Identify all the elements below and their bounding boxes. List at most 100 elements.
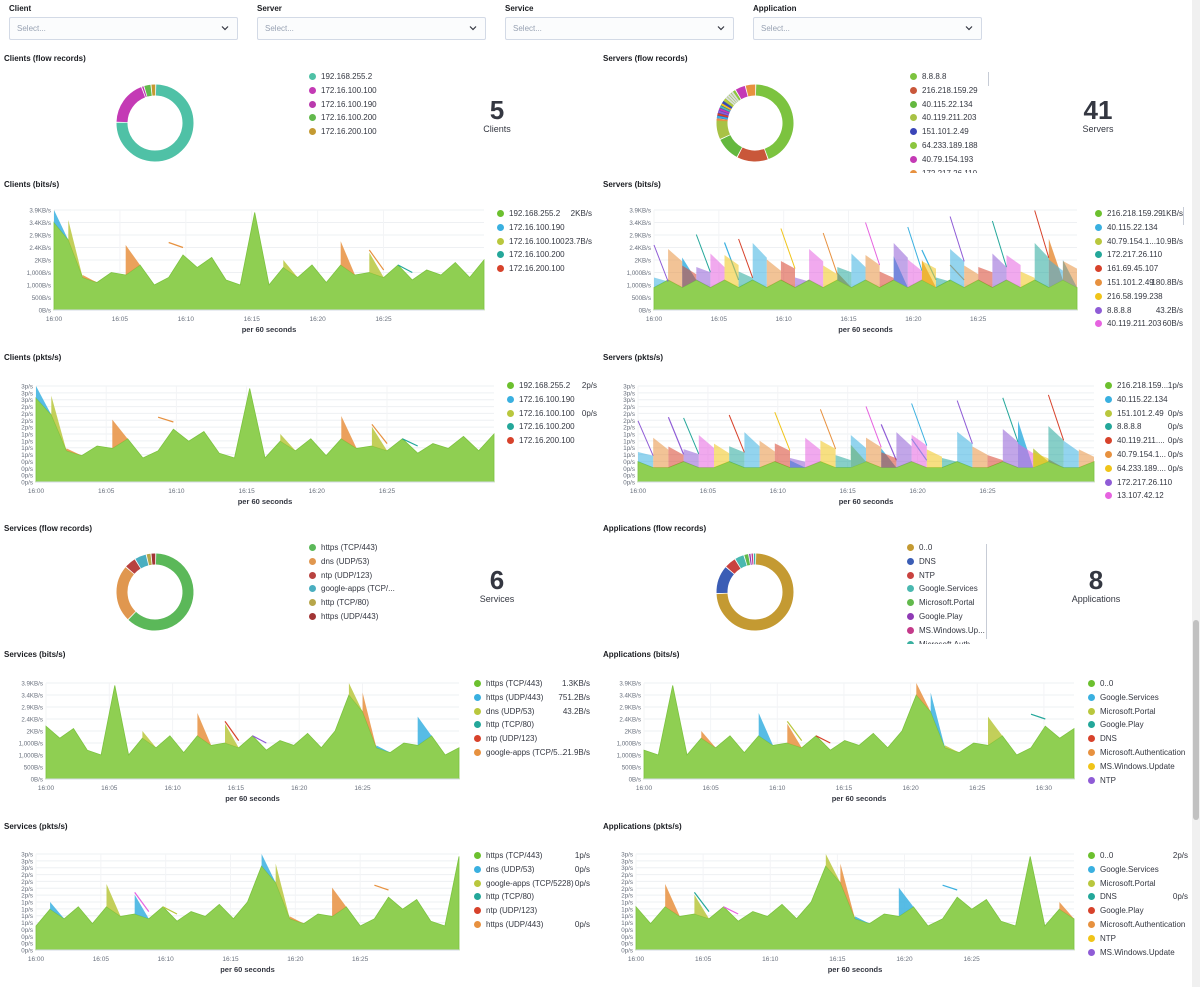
- area-series-secondary[interactable]: [851, 253, 866, 288]
- chevron-down-icon[interactable]: [468, 23, 478, 33]
- series-line[interactable]: [157, 416, 174, 423]
- area-series-secondary[interactable]: [341, 416, 357, 449]
- area-series-secondary[interactable]: [1062, 261, 1077, 288]
- area-series-secondary[interactable]: [820, 440, 836, 468]
- legend-item[interactable]: https (TCP/443) 1.3KB/s: [474, 677, 590, 691]
- area-series-primary[interactable]: [35, 856, 460, 951]
- area-series-primary[interactable]: [653, 279, 1078, 311]
- donut-slice[interactable]: [717, 110, 729, 116]
- legend-item[interactable]: 172.217.26.110: [1095, 248, 1183, 262]
- area-series-secondary[interactable]: [1020, 271, 1035, 288]
- series-line[interactable]: [865, 222, 881, 266]
- area-series-secondary[interactable]: [916, 683, 931, 712]
- services-bits-chart[interactable]: 3.9KB/s 3.4KB/s 2.9KB/s 2.4KB/s 2KB/s 1,000B/…: [0, 673, 465, 809]
- area-series-secondary[interactable]: [964, 265, 979, 288]
- donut-slice[interactable]: [723, 98, 734, 107]
- area-series-secondary[interactable]: [696, 267, 711, 288]
- series-line[interactable]: [822, 232, 838, 275]
- area-series-secondary[interactable]: [714, 443, 730, 468]
- area-series-secondary[interactable]: [1048, 426, 1064, 468]
- legend-item[interactable]: ntp (UDP/123): [474, 732, 590, 746]
- area-series-secondary[interactable]: [653, 437, 669, 468]
- area-series-secondary[interactable]: [738, 271, 753, 288]
- legend-item[interactable]: 0..0: [1088, 677, 1188, 691]
- legend-item[interactable]: 172.16.100.200: [497, 248, 592, 262]
- area-series-secondary[interactable]: [1048, 259, 1063, 288]
- legend-item[interactable]: Google.Play: [1088, 904, 1188, 918]
- legend-item[interactable]: 8.8.8.8 43.2B/s: [1095, 304, 1183, 318]
- series-line[interactable]: [780, 228, 796, 269]
- donut-slice[interactable]: [731, 91, 740, 102]
- area-series-secondary[interactable]: [972, 446, 988, 468]
- legend-item[interactable]: https (UDP/443): [309, 610, 439, 624]
- legend-item[interactable]: 172.16.200.100: [507, 434, 597, 448]
- donut-slice[interactable]: [116, 84, 194, 162]
- area-series-secondary[interactable]: [654, 277, 669, 288]
- area-series-secondary[interactable]: [683, 449, 699, 468]
- legend-item[interactable]: 40.79.154.1... 0p/s: [1105, 448, 1183, 462]
- series-line[interactable]: [819, 409, 837, 450]
- legend-item[interactable]: MS.Windows.Update: [1088, 946, 1188, 960]
- applications-flow-donut[interactable]: [712, 549, 798, 635]
- area-series-secondary[interactable]: [54, 210, 69, 240]
- donut-slice[interactable]: [725, 96, 735, 106]
- servers-bits-chart[interactable]: 3.9KB/s 3.4KB/s 2.9KB/s 2.4KB/s 2KB/s 1,000B/…: [598, 200, 1083, 340]
- donut-slice[interactable]: [755, 84, 794, 160]
- donut-slice[interactable]: [128, 553, 194, 631]
- area-series-secondary[interactable]: [68, 220, 83, 278]
- legend-item[interactable]: 172.16.100.190: [497, 221, 592, 235]
- legend-item[interactable]: 8.8.8.8: [910, 70, 990, 84]
- area-series-secondary[interactable]: [283, 260, 298, 278]
- legend-item[interactable]: Google.Play: [907, 610, 987, 624]
- area-series-secondary[interactable]: [835, 455, 851, 468]
- series-line[interactable]: [695, 234, 711, 273]
- legend-item[interactable]: 151.101.2.49 0p/s: [1105, 407, 1183, 421]
- area-series-primary[interactable]: [35, 388, 495, 483]
- area-series-secondary[interactable]: [125, 245, 140, 275]
- area-series-secondary[interactable]: [698, 435, 714, 468]
- donut-slice[interactable]: [745, 84, 756, 97]
- area-series-secondary[interactable]: [1006, 255, 1021, 288]
- legend-item[interactable]: 172.16.100.100 23.7B/s: [497, 235, 592, 249]
- area-series-secondary[interactable]: [911, 434, 927, 468]
- chevron-down-icon[interactable]: [964, 23, 974, 33]
- area-series-secondary[interactable]: [724, 255, 739, 288]
- services-flow-donut[interactable]: [112, 549, 198, 635]
- area-series-secondary[interactable]: [752, 243, 767, 288]
- area-series-secondary[interactable]: [759, 440, 775, 468]
- area-series-secondary[interactable]: [950, 249, 965, 288]
- donut-slice[interactable]: [727, 94, 737, 105]
- donut-slice[interactable]: [735, 85, 748, 100]
- legend-item[interactable]: 40.79.154.1... 10.9B/s: [1095, 235, 1183, 249]
- legend-item[interactable]: ntp (UDP/123): [474, 904, 590, 918]
- area-series-secondary[interactable]: [881, 452, 897, 468]
- area-series-secondary[interactable]: [1078, 449, 1094, 468]
- series-line[interactable]: [949, 216, 965, 262]
- series-line[interactable]: [956, 400, 973, 444]
- area-series-secondary[interactable]: [879, 271, 894, 288]
- series-line[interactable]: [252, 735, 267, 744]
- area-series-primary[interactable]: [637, 461, 1095, 483]
- legend-item[interactable]: 172.217.26.110: [1105, 476, 1183, 490]
- legend-item[interactable]: Microsoft.Auth...: [907, 638, 987, 644]
- legend-item[interactable]: Microsoft.Authentication: [1088, 746, 1188, 760]
- legend-item[interactable]: Microsoft.Authentication: [1088, 918, 1188, 932]
- area-series-secondary[interactable]: [668, 446, 684, 468]
- page-scrollbar-thumb[interactable]: [1193, 620, 1199, 820]
- series-line[interactable]: [667, 416, 685, 455]
- area-series-secondary[interactable]: [668, 249, 683, 288]
- legend-item[interactable]: 40.79.154.193: [910, 153, 990, 167]
- series-line[interactable]: [991, 220, 1007, 268]
- area-series-primary[interactable]: [45, 685, 460, 780]
- legend-item[interactable]: 192.168.255.2: [309, 70, 439, 84]
- area-series-secondary[interactable]: [694, 894, 709, 919]
- legend-item[interactable]: 172.217.26.110: [910, 167, 990, 173]
- donut-slice[interactable]: [716, 567, 735, 594]
- legend-item[interactable]: ntp (UDP/123): [309, 569, 439, 583]
- legend-item[interactable]: 216.218.159.29 1KB/s: [1095, 207, 1183, 221]
- legend-item[interactable]: Google.Services: [1088, 691, 1188, 705]
- legend-item[interactable]: https (UDP/443) 751.2B/s: [474, 691, 590, 705]
- legend-item[interactable]: NTP: [1088, 774, 1188, 788]
- server-select[interactable]: Select...: [257, 17, 486, 40]
- area-series-secondary[interactable]: [942, 458, 958, 468]
